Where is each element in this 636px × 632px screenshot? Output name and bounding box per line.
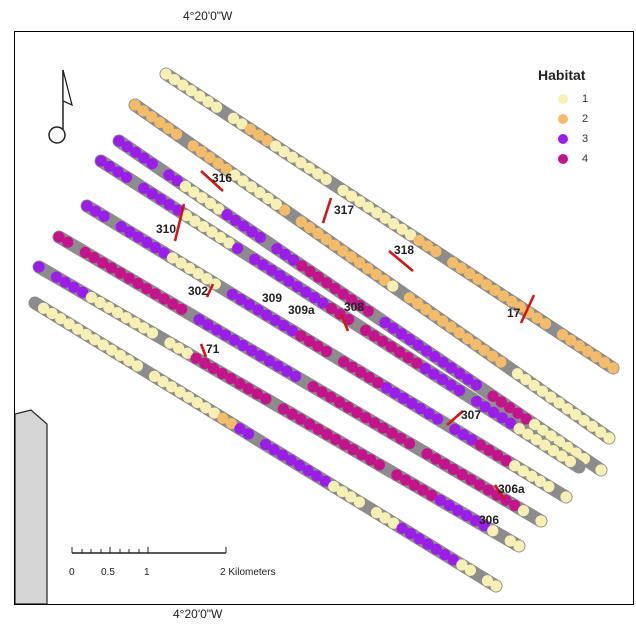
habitat-sample-point bbox=[607, 362, 618, 373]
habitat-sample-point bbox=[33, 261, 44, 272]
scale-label-2-kilometers: 2 Kilometers bbox=[220, 567, 276, 578]
transect-marker bbox=[323, 198, 331, 223]
habitat-sample-point bbox=[290, 371, 301, 382]
legend: Habitat 1 2 3 4 bbox=[538, 67, 628, 169]
habitat-sample-point bbox=[121, 172, 132, 183]
habitat-sample-point bbox=[321, 174, 332, 185]
habitat-sample-point bbox=[147, 158, 158, 169]
legend-swatch bbox=[558, 114, 568, 124]
habitat-sample-point bbox=[321, 346, 332, 357]
habitat-sample-point bbox=[495, 356, 506, 367]
north-arrow-icon bbox=[48, 65, 78, 150]
legend-swatch bbox=[558, 154, 568, 164]
transect-label-309a: 309a bbox=[288, 303, 315, 317]
legend-item-habitat-3: 3 bbox=[538, 129, 628, 149]
habitat-sample-point bbox=[465, 565, 476, 576]
legend-title: Habitat bbox=[538, 67, 628, 83]
transect-label-317: 317 bbox=[334, 203, 354, 217]
habitat-sample-point bbox=[513, 540, 524, 551]
legend-swatch bbox=[558, 94, 568, 104]
legend-label: 3 bbox=[582, 133, 588, 145]
legend-swatch bbox=[558, 134, 568, 144]
legend-label: 2 bbox=[582, 113, 588, 125]
habitat-sample-point bbox=[374, 459, 385, 470]
habitat-sample-point bbox=[430, 246, 441, 257]
transect-label-309: 309 bbox=[262, 291, 282, 305]
transect-label-307: 307 bbox=[461, 408, 481, 422]
habitat-sample-point bbox=[454, 385, 465, 396]
legend-item-habitat-4: 4 bbox=[538, 149, 628, 169]
habitat-sample-point bbox=[560, 491, 571, 502]
habitat-sample-point bbox=[471, 379, 482, 390]
habitat-sample-point bbox=[404, 438, 415, 449]
habitat-sample-point bbox=[595, 464, 606, 475]
transect-label-306: 306 bbox=[479, 513, 499, 527]
habitat-sample-point bbox=[260, 393, 271, 404]
transect-label-308: 308 bbox=[344, 300, 364, 314]
transect-label-17: 17 bbox=[507, 306, 521, 320]
habitat-sample-point bbox=[255, 232, 266, 243]
scale-label-0: 0 bbox=[69, 567, 75, 578]
transect-label-310: 310 bbox=[156, 222, 176, 236]
habitat-sample-point bbox=[147, 327, 158, 338]
habitat-sample-point bbox=[535, 515, 546, 526]
top-longitude-label: 4°20'0"W bbox=[183, 9, 232, 23]
habitat-sample-point bbox=[211, 102, 222, 113]
scale-label-1: 1 bbox=[144, 567, 150, 578]
habitat-sample-point bbox=[243, 428, 254, 439]
legend-label: 4 bbox=[582, 153, 588, 165]
habitat-sample-point bbox=[540, 318, 551, 329]
habitat-sample-point bbox=[490, 580, 501, 591]
habitat-sample-point bbox=[432, 413, 443, 424]
habitat-sample-point bbox=[232, 243, 243, 254]
transect-label-306a: 306a bbox=[498, 482, 525, 496]
bottom-longitude-label: 4°20'0"W bbox=[173, 607, 222, 621]
transect-label-302: 302 bbox=[188, 284, 208, 298]
legend-label: 1 bbox=[582, 93, 588, 105]
habitat-sample-point bbox=[99, 211, 110, 222]
habitat-sample-point bbox=[387, 281, 398, 292]
scale-bar: 0 0.5 1 2 Kilometers bbox=[66, 543, 306, 583]
habitat-sample-point bbox=[565, 456, 576, 467]
land-area bbox=[15, 410, 47, 604]
transect-label-316: 316 bbox=[212, 171, 232, 185]
habitat-sample-point bbox=[518, 505, 529, 516]
habitat-sample-point bbox=[543, 481, 554, 492]
habitat-sample-point bbox=[363, 306, 374, 317]
habitat-sample-point bbox=[176, 304, 187, 315]
scale-label-0-5: 0.5 bbox=[101, 567, 115, 578]
habitat-sample-point bbox=[354, 497, 365, 508]
habitat-sample-point bbox=[132, 360, 143, 371]
habitat-sample-point bbox=[603, 432, 614, 443]
habitat-sample-point bbox=[279, 205, 290, 216]
habitat-sample-point bbox=[62, 237, 73, 248]
transect-label-318: 318 bbox=[394, 243, 414, 257]
legend-item-habitat-1: 1 bbox=[538, 89, 628, 109]
transect-label-71: 71 bbox=[206, 342, 220, 356]
legend-item-habitat-2: 2 bbox=[538, 109, 628, 129]
habitat-sample-point bbox=[171, 129, 182, 140]
